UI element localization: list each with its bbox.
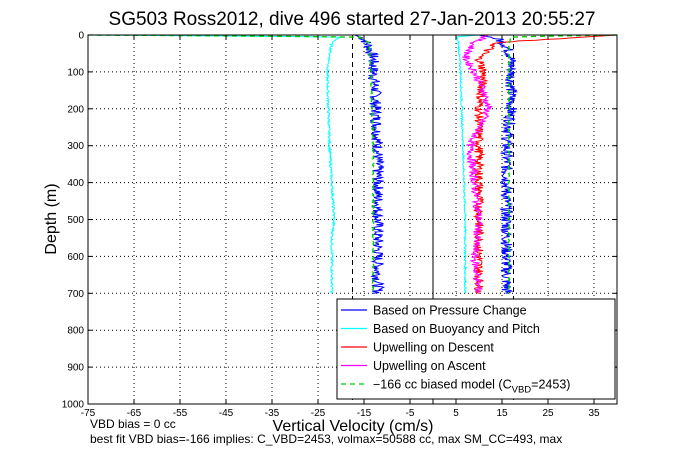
x-tick-label: -15	[357, 408, 372, 419]
chart-title: SG503 Ross2012, dive 496 started 27-Jan-…	[109, 9, 596, 30]
y-tick-label: 1000	[62, 400, 85, 411]
y-tick-label: 0	[78, 31, 84, 42]
x-tick-label: 35	[588, 408, 600, 419]
y-axis-label: Depth (m)	[43, 183, 60, 254]
x-tick-label: -35	[265, 408, 280, 419]
legend: Based on Pressure Change Based on Buoyanc…	[336, 298, 616, 400]
ticks: -75 -65 -55 -45 -35 -25 -15 -5 5 15 25 350100200300…	[62, 31, 617, 419]
x-tick-label: -55	[173, 408, 188, 419]
y-tick-label: 300	[67, 141, 84, 152]
x-tick-label: -45	[219, 408, 234, 419]
y-tick-label: 200	[67, 104, 84, 115]
series-line	[462, 34, 493, 294]
y-tick-label: 900	[67, 363, 84, 374]
legend-label: Based on Pressure Change	[373, 304, 527, 318]
y-tick-label: 800	[67, 326, 84, 337]
series-line	[354, 34, 386, 294]
x-tick-label: -25	[311, 408, 326, 419]
x-tick-label: 15	[496, 408, 508, 419]
y-tick-label: 400	[67, 178, 84, 189]
x-tick-label: -75	[81, 408, 96, 419]
legend-label: Upwelling on Descent	[373, 341, 494, 355]
x-tick-label: -65	[127, 408, 142, 419]
series-line	[472, 34, 618, 294]
x-tick-label: 25	[542, 408, 554, 419]
series-group	[87, 34, 618, 294]
series-line	[507, 34, 618, 294]
y-tick-label: 500	[67, 215, 84, 226]
series-line	[87, 34, 341, 294]
y-tick-label: 100	[67, 67, 84, 78]
legend-label: Based on Buoyancy and Pitch	[373, 322, 540, 336]
x-tick-label: -5	[406, 408, 415, 419]
footnote-vbd-bias: VBD bias = 0 cc	[90, 417, 176, 431]
y-tick-label: 600	[67, 252, 84, 263]
legend-label: Upwelling on Ascent	[373, 359, 486, 373]
series-line	[87, 34, 376, 294]
x-axis-label: Vertical Velocity (cm/s)	[273, 418, 434, 435]
x-tick-label: 5	[453, 408, 459, 419]
y-tick-label: 700	[67, 289, 84, 300]
series-line	[455, 34, 480, 294]
footnote-best-fit: best fit VBD bias=-166 implies: C_VBD=24…	[90, 432, 563, 446]
series-line	[478, 34, 519, 294]
legend-box	[336, 298, 616, 400]
